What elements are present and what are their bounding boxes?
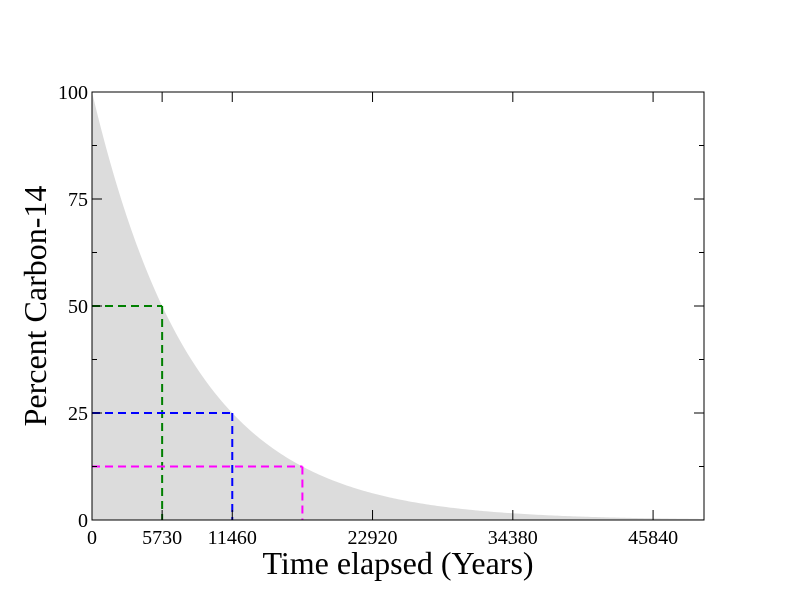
decay-area <box>92 92 704 520</box>
x-tick-label: 11460 <box>208 527 257 549</box>
half-life-guides <box>92 305 304 520</box>
x-axis-title: Time elapsed (Years) <box>262 545 533 581</box>
y-tick-label: 50 <box>68 296 88 318</box>
x-tick-label: 34380 <box>488 527 538 549</box>
half-life-guide-3 <box>92 465 304 520</box>
x-tick-label: 0 <box>87 527 97 549</box>
x-tick-label: 5730 <box>142 527 182 549</box>
y-tick-label: 75 <box>68 189 88 211</box>
axis-ticks <box>91 91 704 521</box>
tick-labels: 0 25 50 75 100 0 5730 11460 22920 34380 45840 <box>58 82 678 549</box>
x-tick-label: 22920 <box>348 527 398 549</box>
y-tick-label: 100 <box>58 82 88 104</box>
y-tick-label: 25 <box>68 403 88 425</box>
half-life-guide-2 <box>92 412 234 520</box>
y-axis-title: Percent Carbon-14 <box>17 186 53 427</box>
decay-area-layer <box>92 92 704 520</box>
y-tick-label: 0 <box>78 510 88 532</box>
x-tick-label: 45840 <box>628 527 678 549</box>
